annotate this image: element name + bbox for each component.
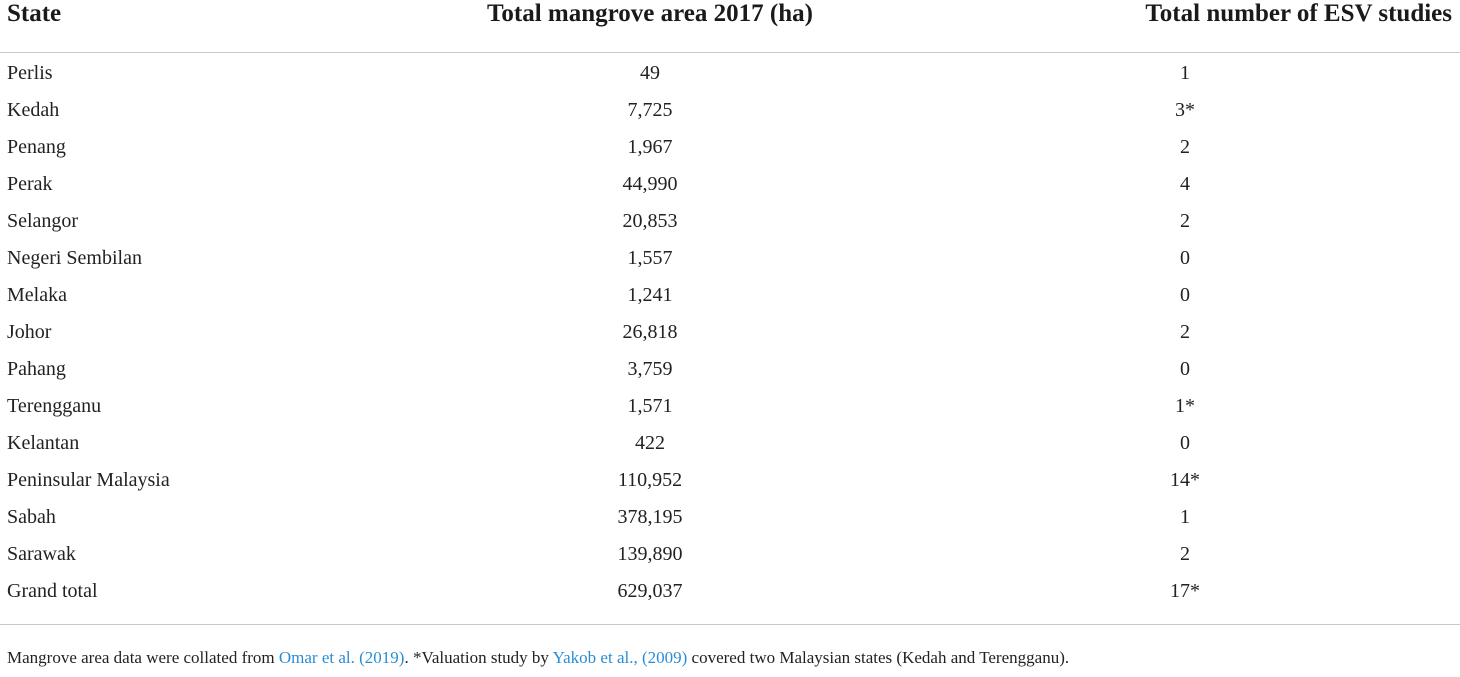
cell-mangrove-area: 44,990 [622,173,678,195]
table-header-row: State Total mangrove area 2017 (ha) Tota… [0,0,1460,38]
cell-esv-studies: 1 [1180,62,1190,84]
table-footnote: Mangrove area data were collated from Om… [7,648,1069,668]
table-row: Sabah 378,195 1 [0,499,1460,536]
cell-state: Kelantan [7,432,80,454]
cell-esv-studies: 17* [1170,580,1200,602]
footnote-text-3: covered two Malaysian states (Kedah and … [687,648,1070,667]
data-table-container: State Total mangrove area 2017 (ha) Tota… [0,0,1460,625]
cell-mangrove-area: 49 [640,62,660,84]
table-row: Peninsular Malaysia 110,952 14* [0,462,1460,499]
cell-mangrove-area: 1,967 [627,136,673,158]
cell-state: Johor [7,321,52,343]
cell-mangrove-area: 629,037 [617,580,683,602]
table-row: Selangor 20,853 2 [0,203,1460,240]
cell-esv-studies: 2 [1180,543,1190,565]
table-row: Johor 26,818 2 [0,314,1460,351]
cell-esv-studies: 0 [1180,358,1190,380]
mangrove-esv-table: State Total mangrove area 2017 (ha) Tota… [0,0,1460,625]
cell-mangrove-area: 110,952 [617,469,683,491]
cell-esv-studies: 2 [1180,321,1190,343]
cell-state: Penang [7,136,66,158]
cell-esv-studies: 0 [1180,247,1190,269]
cell-state: Terengganu [7,395,102,417]
table-row: Kedah 7,725 3* [0,92,1460,129]
cell-mangrove-area: 3,759 [627,358,673,380]
header-esv-studies: Total number of ESV studies [1145,0,1452,27]
header-state: State [7,0,62,27]
cell-esv-studies: 14* [1170,469,1200,491]
table-row: Melaka 1,241 0 [0,277,1460,314]
cell-esv-studies: 2 [1180,210,1190,232]
table-row: Grand total 629,037 17* [0,573,1460,610]
cell-state: Pahang [7,358,66,380]
cell-state: Sarawak [7,543,76,565]
table-row: Terengganu 1,571 1* [0,388,1460,425]
cell-mangrove-area: 1,571 [627,395,673,417]
cell-esv-studies: 2 [1180,136,1190,158]
cell-state: Sabah [7,506,56,528]
cell-esv-studies: 0 [1180,284,1190,306]
cell-mangrove-area: 1,241 [627,284,673,306]
cell-esv-studies: 3* [1175,99,1195,121]
cell-state: Perlis [7,62,53,84]
cell-mangrove-area: 26,818 [622,321,678,343]
table-row: Sarawak 139,890 2 [0,536,1460,573]
citation-link-yakob[interactable]: Yakob et al., (2009) [552,648,688,667]
citation-link-omar[interactable]: Omar et al. (2019) [278,648,405,667]
cell-state: Melaka [7,284,67,306]
cell-esv-studies: 1* [1175,395,1195,417]
cell-esv-studies: 4 [1180,173,1190,195]
cell-mangrove-area: 139,890 [617,543,683,565]
footnote-text-1: Mangrove area data were collated from [7,648,279,667]
cell-mangrove-area: 20,853 [622,210,678,232]
table-row: Kelantan 422 0 [0,425,1460,462]
header-mangrove-area: Total mangrove area 2017 (ha) [487,0,813,27]
footnote-text-2: . *Valuation study by [404,648,553,667]
table-bottom-divider [0,610,1460,625]
cell-mangrove-area: 422 [635,432,665,454]
cell-state: Perak [7,173,53,195]
table-row: Pahang 3,759 0 [0,351,1460,388]
cell-mangrove-area: 1,557 [627,247,673,269]
cell-state: Grand total [7,580,98,602]
cell-esv-studies: 0 [1180,432,1190,454]
cell-mangrove-area: 378,195 [617,506,683,528]
cell-state: Negeri Sembilan [7,247,142,269]
header-divider [0,38,1460,53]
table-row: Negeri Sembilan 1,557 0 [0,240,1460,277]
cell-state: Kedah [7,99,60,121]
table-row: Perak 44,990 4 [0,166,1460,203]
table-row: Penang 1,967 2 [0,129,1460,166]
cell-state: Peninsular Malaysia [7,469,170,491]
cell-esv-studies: 1 [1180,506,1190,528]
cell-mangrove-area: 7,725 [627,99,673,121]
cell-state: Selangor [7,210,79,232]
table-row: Perlis 49 1 [0,55,1460,92]
table-body: Perlis 49 1 Kedah 7,725 3* Penang 1,967 2 Perak 44… [0,55,1460,610]
